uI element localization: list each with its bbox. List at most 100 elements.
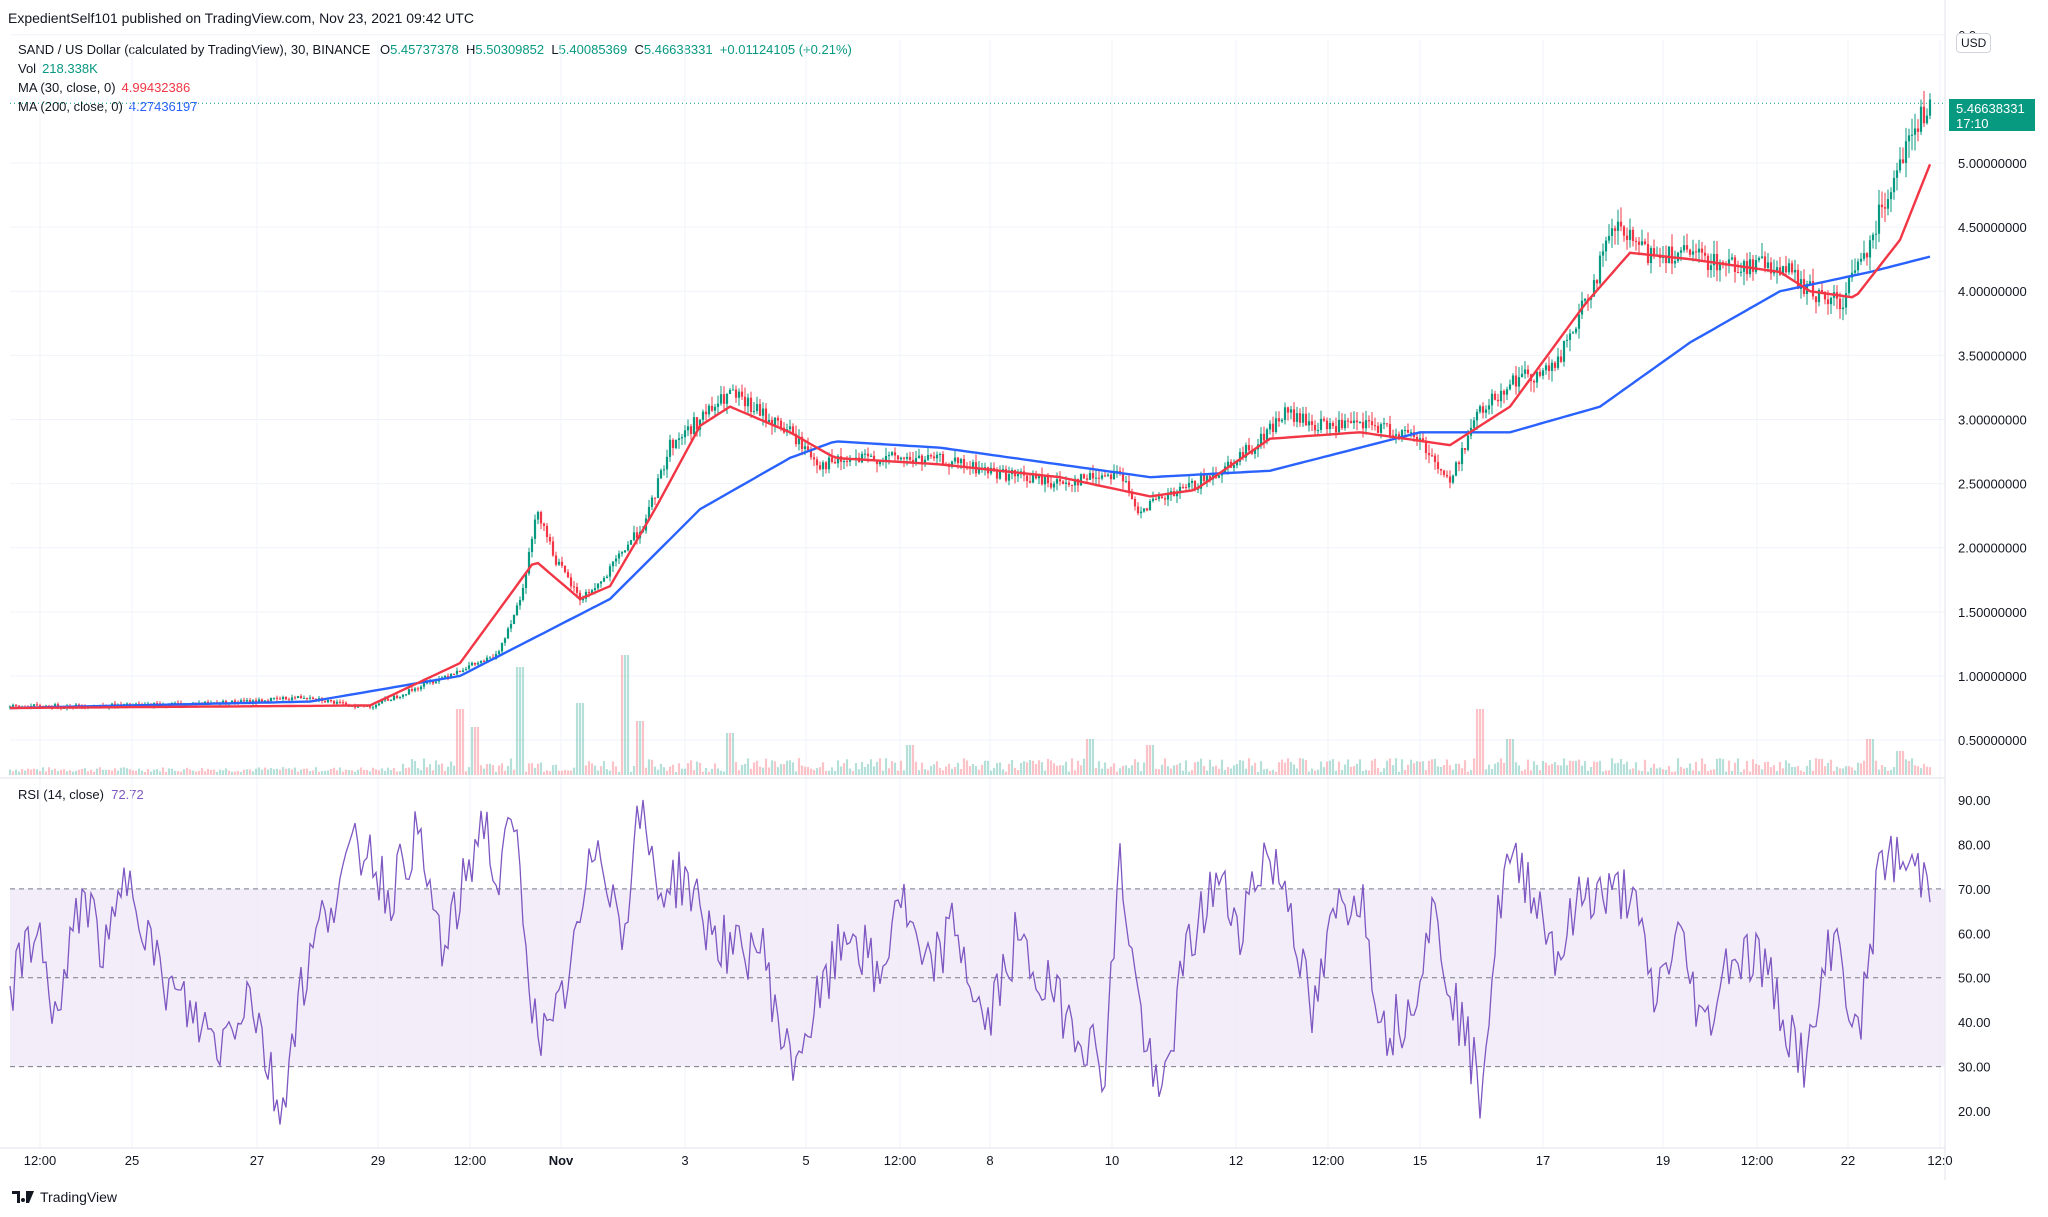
volume-bar: [758, 766, 762, 775]
volume-bar: [1007, 763, 1011, 775]
candle-body: [1058, 479, 1062, 482]
volume-bar: [1127, 768, 1131, 775]
volume-bar: [1415, 761, 1419, 775]
volume-bar: [782, 764, 786, 775]
candle-body: [1361, 421, 1365, 429]
volume-bar: [1067, 771, 1071, 775]
candle-body: [497, 651, 501, 655]
candle-body: [1577, 314, 1581, 329]
candle-body: [1895, 170, 1899, 178]
volume-bar: [1433, 758, 1437, 775]
time-axis-tick: Nov: [549, 1153, 574, 1168]
candle-body: [1622, 226, 1626, 236]
ma30-label[interactable]: MA (30, close, 0): [18, 80, 116, 95]
volume-bar: [1436, 766, 1440, 775]
volume-bar: [1238, 760, 1242, 775]
candle-body: [455, 670, 459, 675]
volume-bar: [182, 769, 186, 775]
candle-body: [260, 699, 264, 703]
volume-bar: [1793, 766, 1797, 775]
candle-body: [1340, 419, 1344, 429]
volume-bar: [191, 770, 195, 775]
volume-bar: [1193, 762, 1197, 775]
candle-body: [413, 688, 417, 691]
tradingview-logo[interactable]: TradingView: [12, 1189, 117, 1205]
volume-bar: [1568, 760, 1572, 775]
volume-bar: [938, 767, 942, 775]
volume-bar: [809, 768, 813, 775]
candle-body: [446, 675, 450, 678]
candle-body: [1178, 486, 1182, 493]
volume-bar: [728, 733, 732, 775]
candle-body: [932, 456, 936, 459]
candle-body: [296, 696, 300, 699]
candle-body: [599, 581, 603, 584]
candle-body: [1496, 399, 1500, 402]
candle-body: [1883, 207, 1887, 209]
candle-body: [1925, 115, 1929, 124]
change-value: +0.01124105 (+0.21%): [719, 42, 852, 57]
candle-body: [1193, 480, 1197, 489]
volume-bar: [11, 771, 15, 775]
volume-bar: [1241, 760, 1245, 775]
candle-body: [1154, 498, 1158, 500]
candle-body: [1763, 256, 1767, 268]
currency-badge[interactable]: USD: [1956, 33, 1992, 53]
volume-bar: [1130, 765, 1134, 775]
volume-bar: [1868, 739, 1872, 775]
volume-bar: [1718, 758, 1722, 775]
volume-bar: [641, 721, 645, 775]
volume-bar: [956, 762, 960, 775]
volume-bar: [62, 769, 66, 775]
volume-bar: [1235, 763, 1239, 775]
candle-body: [1184, 486, 1188, 488]
candle-body: [479, 660, 483, 663]
volume-bar: [1622, 764, 1626, 775]
symbol-label[interactable]: SAND / US Dollar (calculated by TradingV…: [18, 42, 371, 57]
candle-body: [1298, 413, 1302, 423]
candle-body: [938, 453, 942, 455]
volume-bar: [872, 766, 876, 775]
volume-bar: [347, 769, 351, 775]
volume-bar: [158, 771, 162, 775]
candle-body: [878, 461, 882, 465]
candle-body: [1640, 241, 1644, 245]
volume-bar: [263, 767, 267, 775]
volume-bar: [53, 768, 57, 775]
volume-bar: [1781, 768, 1785, 775]
volume-bar: [1454, 763, 1458, 775]
volume-bar: [425, 767, 429, 775]
candle-body: [506, 628, 510, 639]
volume-bar: [1820, 758, 1824, 775]
candle-body: [398, 696, 402, 698]
candle-body: [809, 451, 813, 458]
volume-bar: [764, 758, 768, 775]
rsi-label[interactable]: RSI (14, close): [18, 787, 104, 802]
rsi-legend: RSI (14, close) 72.72: [18, 787, 144, 802]
volume-bar: [56, 771, 60, 775]
ma200-label[interactable]: MA (200, close, 0): [18, 99, 123, 114]
volume-bar: [1253, 762, 1257, 775]
volume-bar: [1334, 770, 1338, 775]
volume-bar: [1541, 760, 1545, 775]
candle-body: [1823, 291, 1827, 300]
volume-bar: [431, 770, 435, 775]
rsi-axis-tick: 70.00: [1958, 882, 1991, 897]
candle-body: [302, 697, 306, 699]
candle-body: [1292, 409, 1296, 422]
candle-body: [1460, 448, 1464, 465]
volume-bar: [899, 760, 903, 775]
volume-bar: [269, 768, 273, 775]
volume-bar: [1607, 770, 1611, 775]
volume-bar: [1175, 764, 1179, 775]
volume-bar: [80, 768, 84, 775]
candle-body: [233, 700, 237, 703]
candle-body: [341, 702, 345, 704]
volume-bar: [1862, 760, 1866, 775]
volume-label[interactable]: Vol: [18, 61, 37, 76]
volume-bar: [932, 764, 936, 775]
volume-bar: [1907, 761, 1911, 775]
volume-bar: [404, 768, 408, 775]
candle-body: [617, 553, 621, 559]
